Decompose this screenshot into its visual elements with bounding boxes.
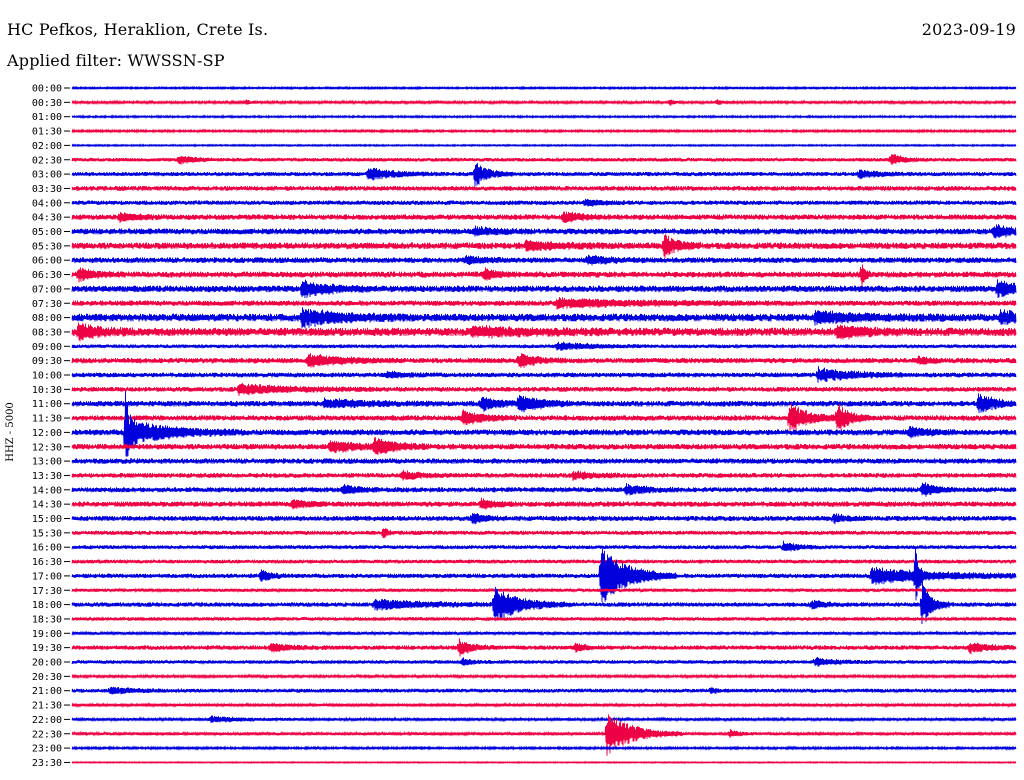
row-time-label: 00:00 <box>32 84 62 95</box>
trace-0500 <box>71 224 1017 239</box>
row-time-label: 16:30 <box>32 557 62 568</box>
row-time-label: 11:30 <box>32 414 62 425</box>
row-time-label: 19:00 <box>32 629 62 640</box>
row-time-label: 21:30 <box>32 701 62 712</box>
trace-0800 <box>71 307 1017 329</box>
row-time-label: 15:30 <box>32 528 62 539</box>
row-time-label: 11:00 <box>32 399 62 410</box>
row-time-label: 12:00 <box>32 428 62 439</box>
row-time-label: 05:00 <box>32 227 62 238</box>
row-time-label: 07:00 <box>32 284 62 295</box>
row-time-label: 17:30 <box>32 586 62 597</box>
row-time-label: 23:00 <box>32 744 62 755</box>
row-time-label: 13:00 <box>32 457 62 468</box>
row-time-label: 00:30 <box>32 98 62 109</box>
trace-0400 <box>71 198 1017 207</box>
trace-2100 <box>71 686 1017 695</box>
trace-0630 <box>71 264 1017 287</box>
row-time-label: 03:00 <box>32 170 62 181</box>
row-time-label: 10:30 <box>32 385 62 396</box>
trace-1300 <box>71 458 1017 464</box>
row-time-label: 02:30 <box>32 155 62 166</box>
row-time-label: 20:30 <box>32 672 62 683</box>
row-time-label: 01:30 <box>32 127 62 138</box>
row-time-label: 08:30 <box>32 327 62 338</box>
row-time-label: 09:00 <box>32 342 62 353</box>
trace-0300 <box>71 163 1017 187</box>
row-time-label: 18:30 <box>32 614 62 625</box>
trace-1200 <box>71 391 1017 457</box>
trace-0830 <box>71 322 1017 342</box>
trace-0330 <box>71 185 1017 192</box>
row-time-label: 14:30 <box>32 500 62 511</box>
row-time-label: 23:30 <box>32 758 62 769</box>
row-time-label: 08:00 <box>32 313 62 324</box>
row-time-label: 05:30 <box>32 241 62 252</box>
row-time-label: 04:00 <box>32 198 62 209</box>
row-time-label: 10:00 <box>32 371 62 382</box>
row-time-label: 14:00 <box>32 485 62 496</box>
row-time-label: 16:00 <box>32 543 62 554</box>
row-time-label: 13:30 <box>32 471 62 482</box>
row-time-label: 22:00 <box>32 715 62 726</box>
row-time-label: 06:30 <box>32 270 62 281</box>
row-time-label: 18:00 <box>32 600 62 611</box>
row-time-label: 02:00 <box>32 141 62 152</box>
row-time-label: 22:30 <box>32 729 62 740</box>
row-time-label: 03:30 <box>32 184 62 195</box>
row-time-label: 07:30 <box>32 299 62 310</box>
row-time-label: 15:00 <box>32 514 62 525</box>
row-time-label: 12:30 <box>32 442 62 453</box>
row-time-label: 19:30 <box>32 643 62 654</box>
row-time-label: 04:30 <box>32 213 62 224</box>
date-label: 2023-09-19 <box>921 20 1016 39</box>
row-time-label: 17:00 <box>32 571 62 582</box>
filter-label: Applied filter: WWSSN-SP <box>7 51 225 70</box>
station-title: HC Pefkos, Heraklion, Crete Is. <box>7 20 269 39</box>
trace-1000 <box>71 366 1017 383</box>
trace-1600 <box>71 540 1017 552</box>
row-time-label: 21:00 <box>32 686 62 697</box>
row-time-label: 06:00 <box>32 256 62 267</box>
row-time-label: 01:00 <box>32 112 62 123</box>
row-time-label: 09:30 <box>32 356 62 367</box>
row-time-label: 20:00 <box>32 658 62 669</box>
